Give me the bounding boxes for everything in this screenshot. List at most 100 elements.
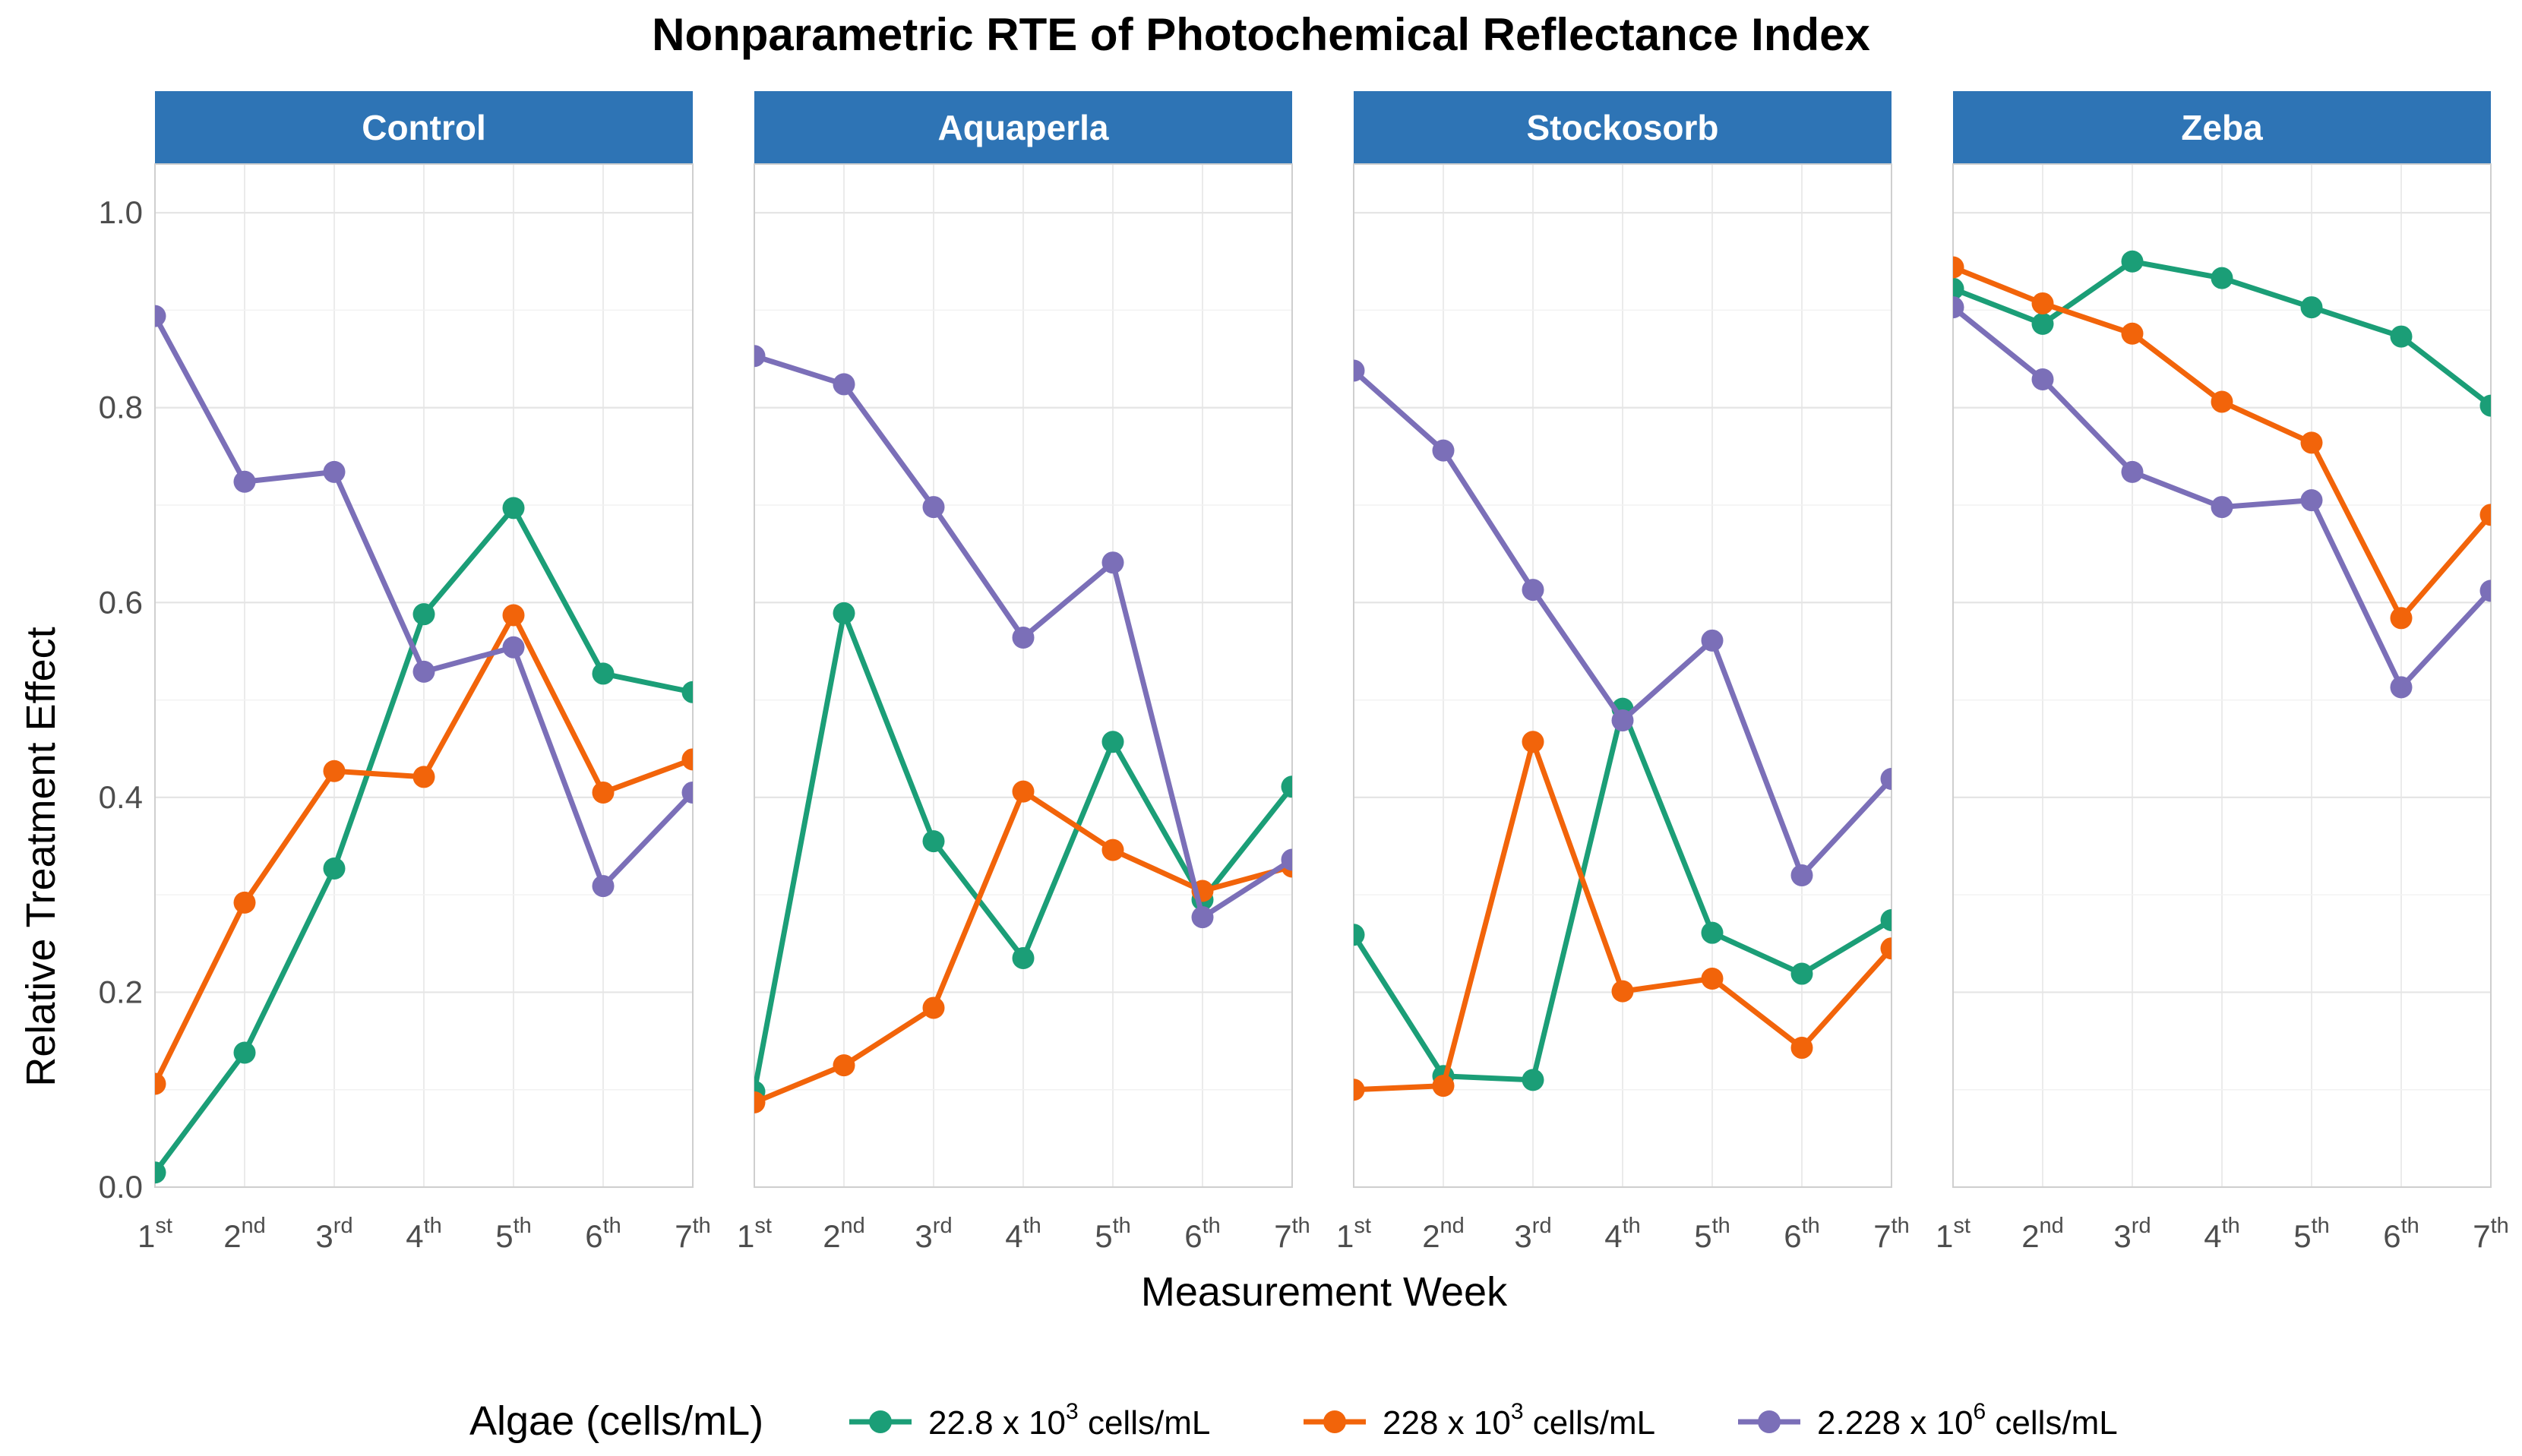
- data-point-aquaperla-3: [1012, 626, 1035, 649]
- strip-aquaperla: [754, 91, 1292, 164]
- strip-label-zeba: Zeba: [2181, 108, 2263, 147]
- data-point-stockosorb-1: [1880, 909, 1892, 931]
- data-point-control-2: [233, 891, 256, 914]
- data-point-control-2: [155, 1072, 166, 1095]
- data-point-zeba-2: [2300, 431, 2323, 454]
- x-tick-label: 5th: [1694, 1214, 1730, 1254]
- data-point-control-3: [412, 660, 435, 683]
- strip-zeba: [1953, 91, 2491, 164]
- data-point-zeba-1: [2121, 250, 2144, 273]
- strip-stockosorb: [1354, 91, 1892, 164]
- strip-label-control: Control: [362, 108, 486, 147]
- data-point-stockosorb-2: [1611, 980, 1634, 1003]
- data-point-zeba-3: [1953, 296, 1964, 319]
- x-tick-label: 6th: [1784, 1214, 1820, 1254]
- data-point-stockosorb-1: [1790, 962, 1813, 985]
- data-point-control-2: [592, 781, 615, 804]
- data-point-stockosorb-2: [1354, 1079, 1365, 1101]
- data-point-aquaperla-3: [1281, 848, 1292, 871]
- x-tick-label: 5th: [1095, 1214, 1131, 1254]
- data-point-aquaperla-1: [1101, 731, 1124, 753]
- data-point-control-2: [681, 748, 693, 771]
- x-tick-label: 1st: [737, 1214, 772, 1254]
- x-tick-label: 1st: [1936, 1214, 1971, 1254]
- x-tick-label: 3rd: [915, 1214, 952, 1254]
- legend: Algae (cells/mL) 22.8 x 103 cells/mL 228 …: [469, 1398, 2118, 1444]
- data-point-aquaperla-3: [1101, 551, 1124, 574]
- data-point-zeba-3: [2121, 460, 2144, 483]
- series-group: [1953, 250, 2491, 699]
- x-tick-label: 4th: [1604, 1214, 1641, 1254]
- data-point-control-1: [502, 497, 525, 520]
- data-point-stockosorb-2: [1522, 731, 1544, 753]
- panel-border: [154, 163, 694, 1188]
- chart-title: Nonparametric RTE of Photochemical Refle…: [652, 9, 1870, 60]
- data-point-zeba-1: [2479, 394, 2491, 417]
- panel-border: [1952, 163, 2492, 1188]
- legend-item-3: 2.228 x 106 cells/mL: [1738, 1399, 2118, 1442]
- data-point-control-2: [323, 760, 346, 782]
- series-group: [754, 345, 1292, 1113]
- legend-item-1: 22.8 x 103 cells/mL: [849, 1399, 1210, 1442]
- panel-border: [754, 163, 1293, 1188]
- x-tick-label: 7th: [1873, 1214, 1910, 1254]
- data-point-control-3: [155, 305, 166, 327]
- data-point-aquaperla-2: [833, 1054, 855, 1077]
- legend-key-point: [1323, 1410, 1346, 1433]
- data-point-control-1: [681, 681, 693, 703]
- data-point-zeba-2: [2479, 504, 2491, 526]
- data-point-stockosorb-1: [1522, 1069, 1544, 1091]
- data-point-stockosorb-3: [1701, 629, 1724, 652]
- legend-key-point: [1758, 1410, 1781, 1433]
- x-tick-label: 1st: [1336, 1214, 1371, 1254]
- data-point-zeba-1: [1953, 277, 1964, 300]
- x-tick-label: 2nd: [223, 1214, 266, 1254]
- legend-key-point: [869, 1410, 892, 1433]
- data-point-stockosorb-2: [1790, 1037, 1813, 1060]
- data-point-aquaperla-2: [754, 1091, 766, 1113]
- legend-label: 2.228 x 106 cells/mL: [1817, 1399, 2118, 1442]
- data-point-zeba-2: [2211, 390, 2233, 413]
- data-point-control-1: [155, 1161, 166, 1184]
- data-point-stockosorb-3: [1611, 709, 1634, 732]
- x-tick-label: 5th: [495, 1214, 532, 1254]
- legend-label: 22.8 x 103 cells/mL: [928, 1399, 1210, 1442]
- data-point-stockosorb-3: [1432, 439, 1455, 462]
- panel-border: [1353, 163, 1892, 1188]
- x-tick-label: 7th: [2473, 1214, 2509, 1254]
- strip-label-aquaperla: Aquaperla: [938, 108, 1109, 147]
- y-tick-label: 0.8: [99, 390, 143, 425]
- data-point-zeba-1: [2390, 325, 2413, 348]
- data-point-control-1: [323, 857, 346, 880]
- y-tick-label: 0.2: [99, 974, 143, 1009]
- x-tick-label: 4th: [2204, 1214, 2240, 1254]
- data-point-aquaperla-1: [1281, 775, 1292, 798]
- data-point-stockosorb-2: [1880, 937, 1892, 960]
- data-point-aquaperla-2: [1012, 780, 1035, 803]
- x-axis-title: Measurement Week: [1141, 1269, 1508, 1315]
- data-point-zeba-1: [2211, 267, 2233, 289]
- data-point-stockosorb-1: [1701, 921, 1724, 944]
- data-point-control-2: [502, 604, 525, 627]
- data-point-zeba-3: [2300, 489, 2323, 512]
- data-point-aquaperla-1: [1012, 947, 1035, 970]
- data-point-aquaperla-3: [1191, 906, 1214, 929]
- data-point-zeba-2: [2031, 292, 2054, 314]
- y-tick-label: 0.4: [99, 779, 143, 815]
- data-point-zeba-1: [2300, 296, 2323, 319]
- x-tick-label: 7th: [1274, 1214, 1310, 1254]
- data-point-stockosorb-2: [1432, 1075, 1455, 1098]
- x-tick-label: 2nd: [1422, 1214, 1465, 1254]
- data-point-aquaperla-3: [754, 345, 766, 368]
- data-point-zeba-3: [2479, 580, 2491, 602]
- data-point-zeba-2: [2390, 607, 2413, 630]
- data-point-zeba-3: [2031, 368, 2054, 391]
- y-tick-label: 0.0: [99, 1169, 143, 1205]
- data-point-stockosorb-3: [1522, 579, 1544, 602]
- data-point-aquaperla-3: [833, 373, 855, 396]
- data-point-control-3: [681, 781, 693, 804]
- data-point-stockosorb-2: [1701, 967, 1724, 990]
- legend-label: 228 x 103 cells/mL: [1383, 1399, 1655, 1442]
- legend-items: 22.8 x 103 cells/mL 228 x 103 cells/mL 2.2…: [849, 1399, 2118, 1442]
